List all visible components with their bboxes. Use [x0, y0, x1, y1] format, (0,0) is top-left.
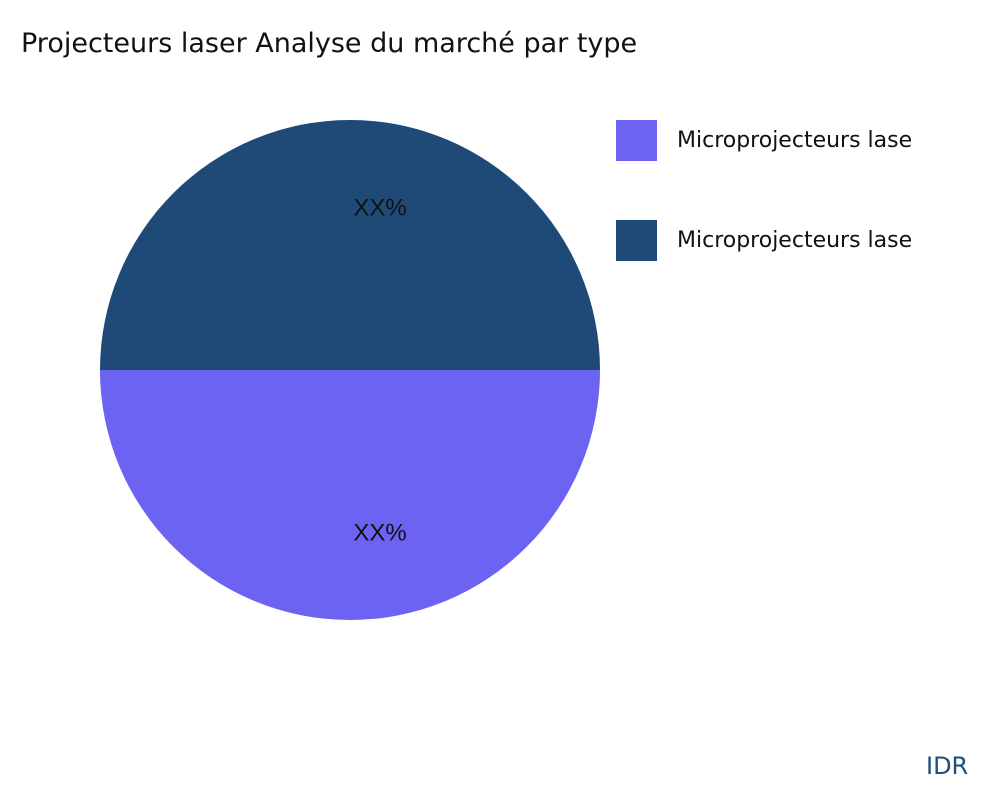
legend-swatch: [616, 119, 657, 161]
chart-title: Projecteurs laser Analyse du marché par …: [21, 28, 638, 59]
legend-item[interactable]: Microprojecteurs lase: [616, 119, 913, 161]
slice-label: XX%: [353, 520, 406, 547]
legend-label: Microprojecteurs lase: [677, 127, 913, 153]
legend: Microprojecteurs lase Microprojecteurs l…: [616, 119, 913, 320]
legend-item[interactable]: Microprojecteurs lase: [616, 219, 913, 261]
legend-label: Microprojecteurs lase: [677, 227, 913, 253]
legend-swatch: [616, 219, 657, 261]
pie-slice[interactable]: [100, 120, 600, 370]
slice-label: XX%: [353, 195, 406, 222]
watermark-logo: IDR: [926, 752, 969, 780]
pie-slice[interactable]: [100, 370, 600, 620]
